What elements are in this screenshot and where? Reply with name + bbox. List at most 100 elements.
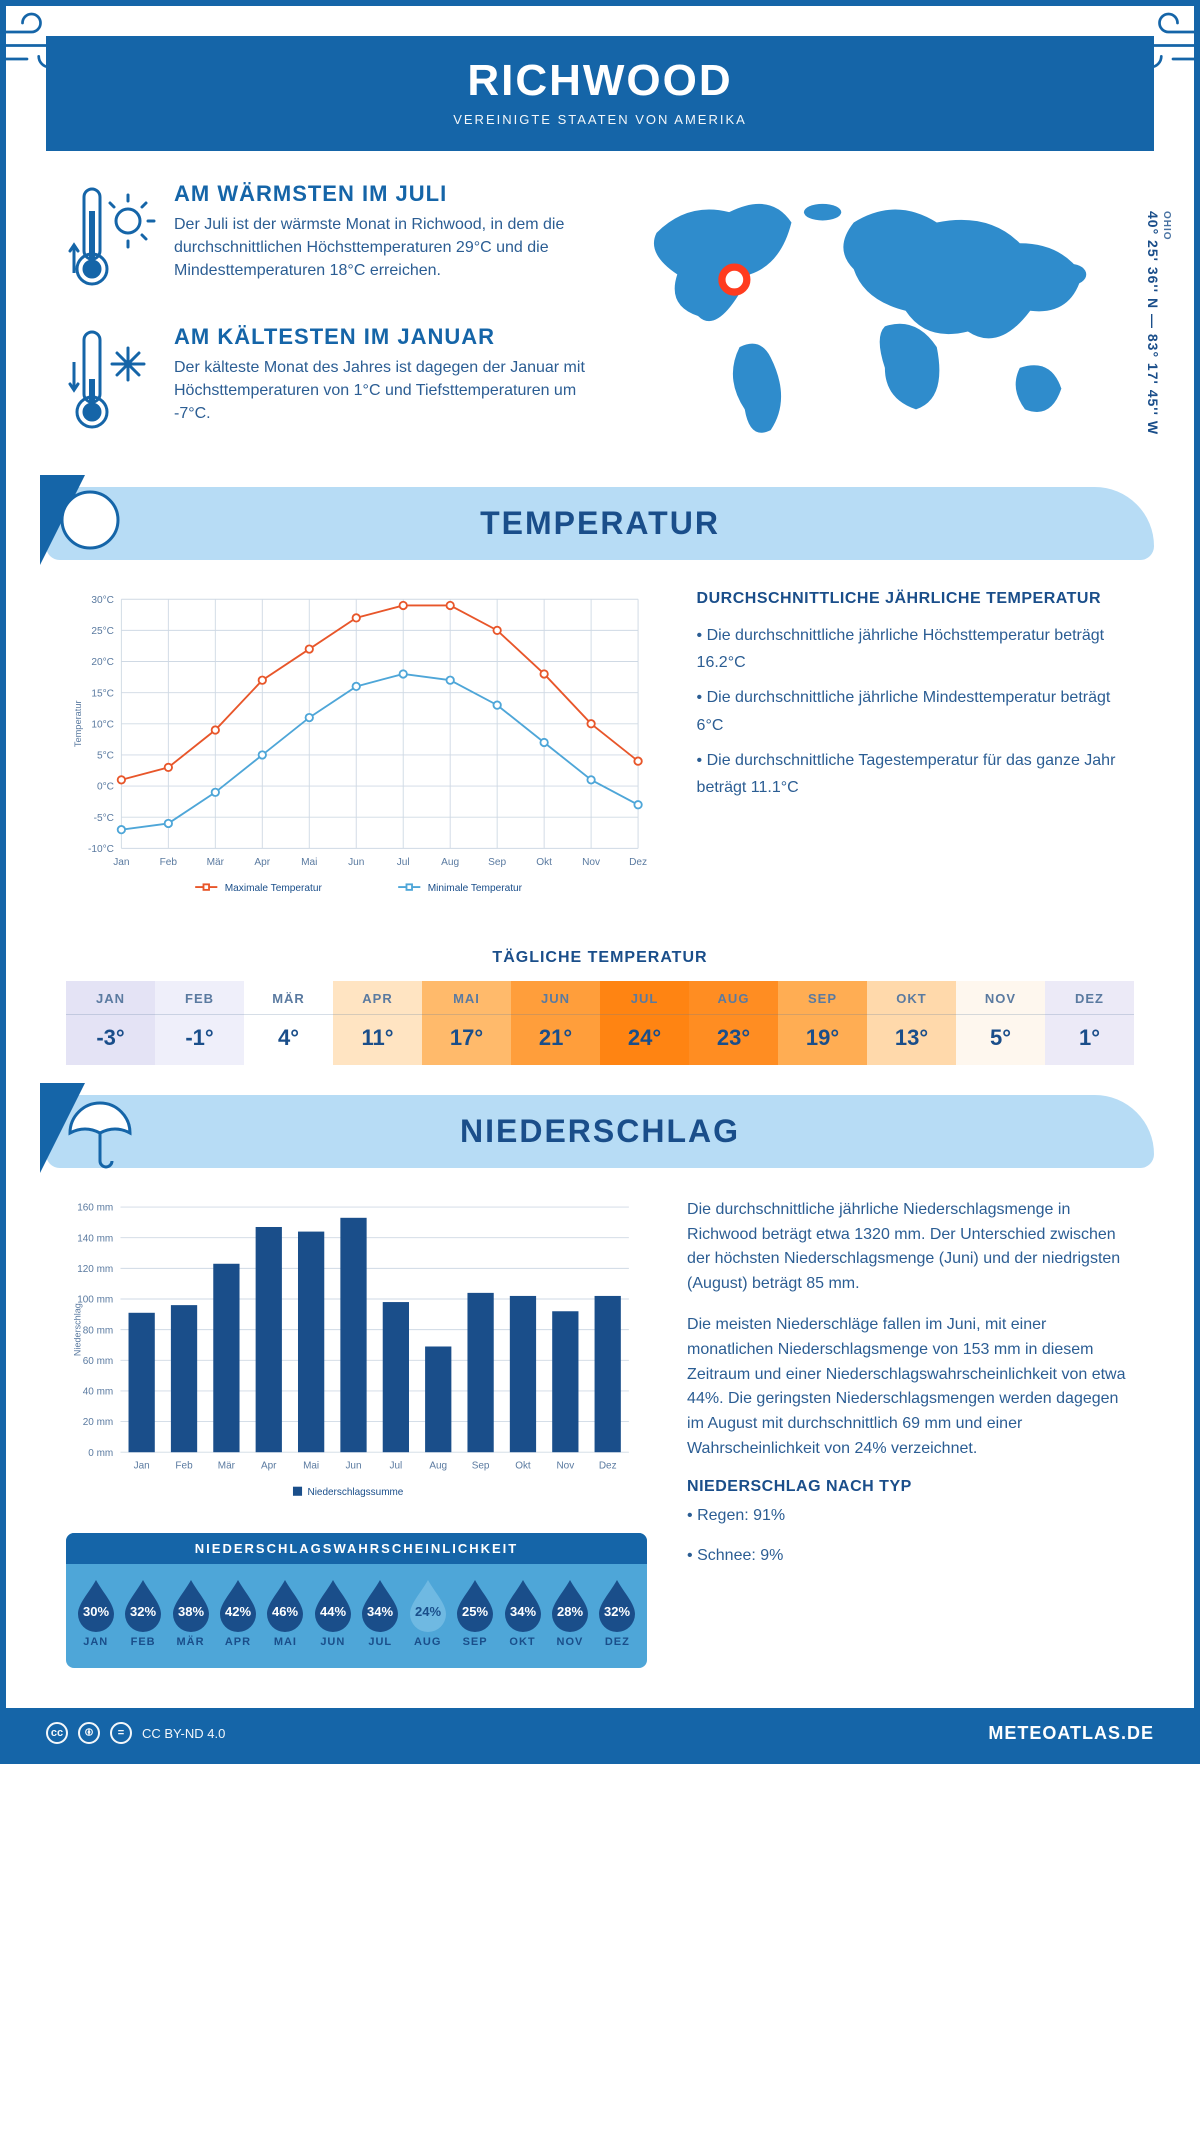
- precip-text: Die meisten Niederschläge fallen im Juni…: [687, 1313, 1134, 1462]
- svg-text:Jan: Jan: [113, 857, 129, 868]
- precip-text: Die durchschnittliche jährliche Niedersc…: [687, 1198, 1134, 1297]
- svg-text:-10°C: -10°C: [88, 844, 114, 855]
- svg-text:Feb: Feb: [160, 857, 178, 868]
- svg-text:10°C: 10°C: [91, 719, 114, 730]
- svg-text:28%: 28%: [557, 1604, 583, 1619]
- probability-drop: 34%JUL: [357, 1578, 404, 1648]
- svg-text:Niederschlag: Niederschlag: [73, 1303, 83, 1356]
- svg-text:Temperatur: Temperatur: [73, 700, 83, 747]
- probability-drop: 25%SEP: [451, 1578, 498, 1648]
- footer: cc 🅯 = CC BY-ND 4.0 METEOATLAS.DE: [6, 1708, 1194, 1758]
- svg-text:46%: 46%: [272, 1604, 298, 1619]
- month-cell: OKT13°: [867, 981, 956, 1065]
- probability-drop: 34%OKT: [499, 1578, 546, 1648]
- svg-text:38%: 38%: [178, 1604, 204, 1619]
- precip-probability-box: NIEDERSCHLAGSWAHRSCHEINLICHKEIT 30%JAN32…: [66, 1533, 647, 1668]
- country-subtitle: VEREINIGTE STAATEN VON AMERIKA: [46, 112, 1154, 127]
- sun-icon: [40, 475, 160, 575]
- month-cell: FEB-1°: [155, 981, 244, 1065]
- svg-text:Minimale Temperatur: Minimale Temperatur: [428, 883, 523, 894]
- temperature-line-chart: -10°C-5°C0°C5°C10°C15°C20°C25°C30°CTempe…: [66, 590, 657, 904]
- svg-text:Jul: Jul: [397, 857, 410, 868]
- svg-text:Jun: Jun: [348, 857, 364, 868]
- month-cell: NOV5°: [956, 981, 1045, 1065]
- fact-warm-text: Der Juli ist der wärmste Monat in Richwo…: [174, 213, 585, 283]
- svg-text:30%: 30%: [83, 1604, 109, 1619]
- month-cell: MÄR4°: [244, 981, 333, 1065]
- precip-type-bullet: • Schnee: 9%: [687, 1544, 1134, 1569]
- probability-drop: 32%DEZ: [594, 1578, 641, 1648]
- svg-text:Apr: Apr: [261, 1460, 277, 1471]
- section-banner-precipitation: NIEDERSCHLAG: [46, 1095, 1154, 1168]
- month-cell: JUN21°: [511, 981, 600, 1065]
- svg-text:40 mm: 40 mm: [83, 1386, 113, 1397]
- svg-text:160 mm: 160 mm: [77, 1202, 113, 1213]
- svg-text:Mai: Mai: [301, 857, 317, 868]
- svg-text:Nov: Nov: [582, 857, 601, 868]
- svg-text:100 mm: 100 mm: [77, 1294, 113, 1305]
- svg-text:Aug: Aug: [441, 857, 459, 868]
- precip-type-title: NIEDERSCHLAG NACH TYP: [687, 1478, 1134, 1496]
- svg-text:25°C: 25°C: [91, 626, 114, 637]
- fact-warm-title: AM WÄRMSTEN IM JULI: [174, 181, 585, 207]
- svg-text:Sep: Sep: [488, 857, 506, 868]
- fact-warmest: AM WÄRMSTEN IM JULI Der Juli ist der wär…: [66, 181, 585, 296]
- svg-text:Feb: Feb: [175, 1460, 193, 1471]
- svg-text:Aug: Aug: [429, 1460, 447, 1471]
- svg-text:Apr: Apr: [254, 857, 270, 868]
- probability-drop: 42%APR: [214, 1578, 261, 1648]
- svg-text:20°C: 20°C: [91, 657, 114, 668]
- svg-text:32%: 32%: [130, 1604, 156, 1619]
- daily-temp-title: TÄGLICHE TEMPERATUR: [6, 949, 1194, 967]
- svg-text:34%: 34%: [367, 1604, 393, 1619]
- svg-text:60 mm: 60 mm: [83, 1356, 113, 1367]
- svg-text:-5°C: -5°C: [94, 813, 114, 824]
- svg-text:Niederschlagssumme: Niederschlagssumme: [307, 1487, 403, 1498]
- svg-text:120 mm: 120 mm: [77, 1264, 113, 1275]
- svg-text:Dez: Dez: [599, 1460, 617, 1471]
- svg-text:Nov: Nov: [556, 1460, 574, 1471]
- city-title: RICHWOOD: [46, 56, 1154, 106]
- umbrella-icon: [40, 1083, 160, 1183]
- svg-text:Sep: Sep: [472, 1460, 490, 1471]
- header: RICHWOOD VEREINIGTE STAATEN VON AMERIKA: [46, 36, 1154, 151]
- svg-text:Okt: Okt: [515, 1460, 531, 1471]
- svg-text:0°C: 0°C: [97, 782, 114, 793]
- temp-bullet: • Die durchschnittliche Tagestemperatur …: [697, 747, 1134, 801]
- temp-bullet: • Die durchschnittliche jährliche Höchst…: [697, 622, 1134, 676]
- by-icon: 🅯: [78, 1722, 100, 1744]
- fact-coldest: AM KÄLTESTEN IM JANUAR Der kälteste Mona…: [66, 324, 585, 439]
- svg-text:Mär: Mär: [207, 857, 225, 868]
- fact-cold-title: AM KÄLTESTEN IM JANUAR: [174, 324, 585, 350]
- svg-text:5°C: 5°C: [97, 751, 114, 762]
- svg-text:140 mm: 140 mm: [77, 1233, 113, 1244]
- precipitation-bar-chart: 0 mm20 mm40 mm60 mm80 mm100 mm120 mm140 …: [66, 1198, 647, 1507]
- svg-text:Dez: Dez: [629, 857, 647, 868]
- probability-drop: 44%JUN: [309, 1578, 356, 1648]
- probability-drop: 32%FEB: [119, 1578, 166, 1648]
- svg-text:25%: 25%: [462, 1604, 488, 1619]
- svg-text:Mai: Mai: [303, 1460, 319, 1471]
- month-cell: MAI17°: [422, 981, 511, 1065]
- temp-info-title: DURCHSCHNITTLICHE JÄHRLICHE TEMPERATUR: [697, 590, 1134, 608]
- thermometer-cold-icon: [66, 324, 156, 434]
- svg-text:15°C: 15°C: [91, 688, 114, 699]
- nd-icon: =: [110, 1722, 132, 1744]
- daily-temp-strip: JAN-3°FEB-1°MÄR4°APR11°MAI17°JUN21°JUL24…: [66, 981, 1134, 1065]
- probability-drop: 28%NOV: [546, 1578, 593, 1648]
- svg-text:24%: 24%: [415, 1604, 441, 1619]
- svg-text:Okt: Okt: [536, 857, 552, 868]
- month-cell: JUL24°: [600, 981, 689, 1065]
- world-map-icon: [615, 181, 1134, 451]
- fact-cold-text: Der kälteste Monat des Jahres ist dagege…: [174, 356, 585, 426]
- month-cell: SEP19°: [778, 981, 867, 1065]
- probability-drop: 24%AUG: [404, 1578, 451, 1648]
- svg-text:Maximale Temperatur: Maximale Temperatur: [225, 883, 323, 894]
- svg-text:32%: 32%: [604, 1604, 630, 1619]
- svg-text:Jun: Jun: [345, 1460, 361, 1471]
- svg-text:44%: 44%: [320, 1604, 346, 1619]
- precip-type-bullet: • Regen: 91%: [687, 1504, 1134, 1529]
- month-cell: APR11°: [333, 981, 422, 1065]
- cc-icon: cc: [46, 1722, 68, 1744]
- brand-text: METEOATLAS.DE: [988, 1723, 1154, 1744]
